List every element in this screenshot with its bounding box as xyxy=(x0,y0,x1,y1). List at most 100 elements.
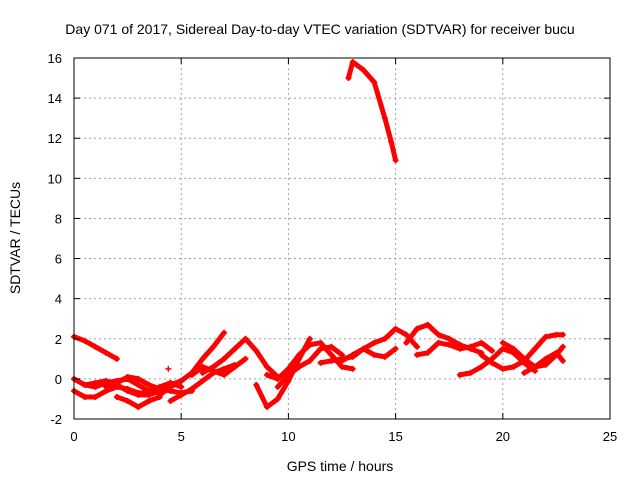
data-point xyxy=(559,357,566,364)
data-point xyxy=(124,373,131,380)
data-point xyxy=(113,355,120,362)
data-point xyxy=(381,353,388,360)
y-tick-label: 4 xyxy=(55,292,62,307)
data-point xyxy=(317,359,324,366)
data-point xyxy=(381,335,388,342)
data-point xyxy=(531,363,538,370)
data-point xyxy=(167,397,174,404)
data-point xyxy=(467,369,474,376)
chart-title: Day 071 of 2017, Sidereal Day-to-day VTE… xyxy=(65,21,574,37)
data-point xyxy=(92,343,99,350)
data-point xyxy=(306,341,313,348)
data-point xyxy=(188,371,195,378)
data-point xyxy=(124,397,131,404)
data-point xyxy=(388,139,395,146)
series-trace xyxy=(200,336,281,380)
series-arc-18 xyxy=(414,339,496,358)
data-point xyxy=(542,333,549,340)
data-point xyxy=(285,365,292,372)
data-point xyxy=(345,75,352,82)
data-point xyxy=(414,343,421,350)
data-point xyxy=(371,351,378,358)
data-point xyxy=(414,325,421,332)
data-point xyxy=(210,343,217,350)
data-point xyxy=(199,363,206,370)
data-point xyxy=(263,363,270,370)
data-point xyxy=(274,375,281,382)
data-point xyxy=(113,393,120,400)
data-point xyxy=(135,391,142,398)
data-point xyxy=(210,363,217,370)
data-point xyxy=(92,379,99,386)
data-point xyxy=(296,351,303,358)
data-point xyxy=(188,385,195,392)
data-point xyxy=(221,365,228,372)
y-tick-label: 6 xyxy=(55,252,62,267)
data-point xyxy=(221,355,228,362)
data-point xyxy=(339,363,345,370)
data-point xyxy=(165,365,172,372)
data-point xyxy=(199,377,206,384)
data-point xyxy=(263,371,270,378)
data-point xyxy=(371,79,378,86)
data-point xyxy=(510,363,517,370)
data-point xyxy=(146,391,153,398)
data-point xyxy=(446,335,453,342)
data-point xyxy=(146,381,153,388)
data-point xyxy=(103,383,110,390)
data-point xyxy=(263,403,270,410)
series-arc-9 xyxy=(188,355,249,378)
data-point xyxy=(285,371,292,378)
data-point xyxy=(103,377,110,384)
data-point xyxy=(135,375,142,382)
data-point xyxy=(392,157,399,164)
data-point xyxy=(242,335,249,342)
data-point xyxy=(317,345,324,352)
data-point xyxy=(499,345,506,352)
data-point xyxy=(306,357,313,364)
data-point xyxy=(456,345,463,352)
data-point xyxy=(531,345,538,352)
series-outlier xyxy=(165,365,172,372)
grid-lines xyxy=(74,58,610,419)
data-point xyxy=(285,377,292,384)
data-point xyxy=(349,365,356,372)
data-point xyxy=(542,361,549,368)
y-tick-label: 14 xyxy=(48,91,62,106)
data-point xyxy=(559,343,566,350)
y-axis-ticks: -2 0 2 4 6 8 10 12 14 16 xyxy=(48,51,610,427)
data-point xyxy=(478,363,485,370)
data-point xyxy=(135,403,142,410)
data-point xyxy=(231,363,238,370)
series-arc-22 xyxy=(521,349,566,376)
data-point xyxy=(553,331,560,338)
data-point xyxy=(103,349,110,356)
x-tick-label: 15 xyxy=(388,429,402,444)
data-point xyxy=(489,359,496,366)
data-point xyxy=(403,331,410,338)
data-point xyxy=(124,387,131,394)
data-point xyxy=(242,355,249,362)
x-axis-ticks: 0 5 10 15 20 25 xyxy=(70,58,617,444)
data-point xyxy=(499,339,506,346)
data-point xyxy=(381,115,388,122)
data-point xyxy=(317,339,324,346)
series-arc-13 xyxy=(274,343,345,390)
x-tick-label: 20 xyxy=(496,429,510,444)
x-tick-label: 0 xyxy=(70,429,77,444)
data-point xyxy=(113,379,120,386)
series-trace xyxy=(189,356,249,378)
data-point xyxy=(81,337,88,344)
y-tick-label: -2 xyxy=(50,412,62,427)
data-point xyxy=(392,345,399,352)
data-point xyxy=(349,351,356,358)
data-point xyxy=(253,381,260,388)
y-tick-label: 10 xyxy=(48,171,62,186)
x-tick-label: 25 xyxy=(603,429,617,444)
data-point xyxy=(135,381,142,388)
data-point xyxy=(510,345,517,352)
data-point xyxy=(296,363,303,370)
data-point xyxy=(274,395,281,402)
data-point xyxy=(167,383,174,390)
